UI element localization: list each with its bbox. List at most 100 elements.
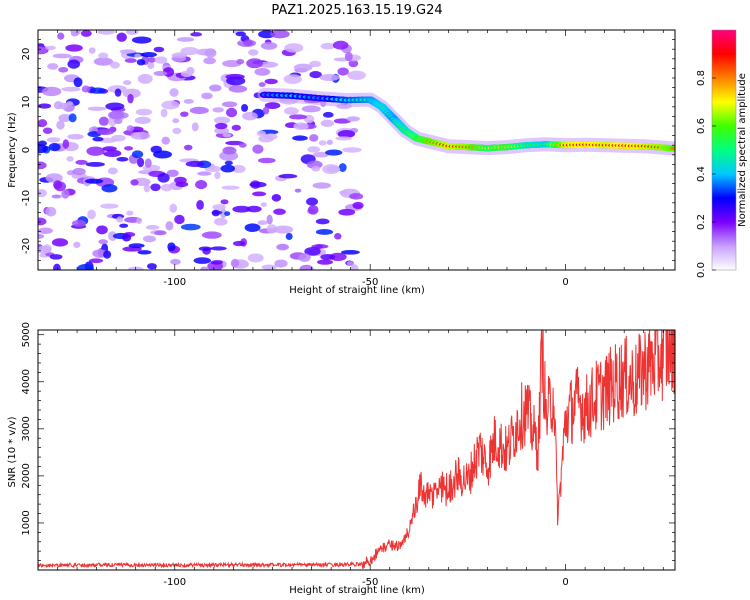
noise-blob bbox=[145, 225, 160, 230]
noise-blob bbox=[320, 42, 336, 50]
noise-blob bbox=[307, 146, 321, 153]
noise-blob bbox=[172, 118, 180, 124]
noise-blob bbox=[38, 217, 47, 226]
noise-blob bbox=[72, 219, 86, 227]
colorbar-label: Normalized spectral amplitude bbox=[737, 73, 748, 227]
spectrogram-x-axis: -100 -50 0 bbox=[37, 30, 664, 288]
noise-blob bbox=[224, 211, 231, 216]
noise-blob bbox=[154, 56, 168, 64]
noise-blob bbox=[214, 171, 221, 180]
noise-blob bbox=[213, 217, 228, 226]
noise-blob bbox=[167, 242, 176, 252]
x-tick-label: -100 bbox=[163, 577, 186, 588]
noise-blob bbox=[89, 87, 106, 94]
y-tick-label: 0 bbox=[21, 147, 32, 153]
noise-blob bbox=[172, 127, 182, 134]
noise-blob bbox=[72, 167, 86, 176]
noise-blob bbox=[144, 158, 152, 168]
noise-blob bbox=[350, 264, 359, 270]
noise-blob bbox=[41, 86, 62, 97]
noise-blob bbox=[299, 264, 314, 270]
noise-blob bbox=[180, 111, 189, 117]
noise-blob bbox=[80, 30, 92, 37]
noise-blob bbox=[93, 57, 114, 66]
noise-blob bbox=[301, 105, 321, 113]
noise-blob bbox=[230, 258, 240, 268]
ridge-peak bbox=[670, 146, 675, 150]
noise-blob bbox=[119, 223, 129, 228]
noise-blob bbox=[102, 146, 117, 152]
noise-blob bbox=[335, 136, 352, 141]
noise-blob bbox=[294, 188, 302, 193]
noise-blob bbox=[257, 220, 268, 225]
noise-blob bbox=[116, 156, 129, 162]
noise-blob bbox=[38, 103, 52, 109]
noise-blob bbox=[73, 77, 83, 88]
noise-blob bbox=[210, 260, 223, 265]
noise-blob bbox=[154, 230, 167, 236]
noise-blob bbox=[153, 46, 165, 53]
noise-blob bbox=[325, 149, 343, 156]
noise-blob bbox=[183, 99, 194, 104]
noise-blob bbox=[283, 107, 299, 115]
y-tick-label: 2000 bbox=[21, 463, 32, 488]
noise-blob bbox=[103, 149, 122, 158]
noise-blob bbox=[185, 160, 205, 168]
noise-blob bbox=[342, 147, 362, 153]
noise-blob bbox=[136, 157, 145, 168]
noise-blob bbox=[221, 185, 240, 190]
noise-blob bbox=[48, 142, 61, 152]
x-tick-label: 0 bbox=[562, 577, 568, 588]
noise-blob bbox=[56, 120, 65, 130]
noise-blob bbox=[311, 165, 321, 172]
noise-blob bbox=[70, 30, 81, 36]
noise-blob bbox=[307, 205, 319, 215]
noise-blob bbox=[289, 114, 308, 120]
noise-blob bbox=[220, 164, 236, 173]
noise-blob bbox=[142, 164, 161, 172]
noise-blob bbox=[130, 179, 139, 186]
noise-blob bbox=[193, 257, 212, 264]
noise-blob bbox=[114, 118, 123, 125]
noise-blob bbox=[111, 134, 126, 142]
noise-blob bbox=[191, 122, 199, 132]
noise-blob bbox=[107, 110, 125, 120]
noise-blob bbox=[261, 264, 277, 270]
noise-blob bbox=[260, 202, 267, 207]
noise-blob bbox=[53, 180, 63, 190]
noise-blob bbox=[319, 74, 340, 81]
noise-blob bbox=[75, 159, 88, 165]
noise-blob bbox=[262, 106, 270, 115]
y-tick-label: 5000 bbox=[21, 322, 32, 347]
noise-blob bbox=[315, 218, 330, 225]
noise-blob bbox=[131, 150, 144, 159]
noise-blob bbox=[201, 92, 213, 100]
noise-blob bbox=[46, 137, 61, 143]
noise-blob bbox=[258, 30, 276, 39]
noise-blob bbox=[180, 46, 200, 56]
noise-blob bbox=[42, 127, 53, 135]
noise-blob bbox=[184, 144, 193, 151]
y-tick-label: -20 bbox=[21, 238, 32, 254]
noise-blob bbox=[133, 132, 141, 138]
noise-blob bbox=[174, 214, 185, 225]
noise-blob bbox=[231, 164, 246, 174]
noise-blob bbox=[122, 88, 141, 99]
noise-blob bbox=[143, 183, 151, 193]
x-tick-label: -100 bbox=[163, 277, 186, 288]
noise-blob bbox=[89, 258, 104, 264]
noise-blob bbox=[346, 261, 354, 266]
noise-blob bbox=[176, 37, 195, 42]
noise-blob bbox=[247, 253, 264, 263]
y-tick-label: 4000 bbox=[21, 369, 32, 394]
noise-blob bbox=[61, 86, 81, 92]
noise-blob bbox=[238, 142, 247, 148]
noise-blob bbox=[61, 189, 70, 199]
noise-blob bbox=[306, 197, 318, 206]
noise-blob bbox=[57, 32, 65, 40]
x-tick-label: 0 bbox=[562, 277, 568, 288]
noise-blob bbox=[338, 163, 347, 172]
noise-blob bbox=[232, 240, 246, 247]
noise-blob bbox=[285, 232, 293, 241]
noise-blob bbox=[134, 53, 141, 58]
